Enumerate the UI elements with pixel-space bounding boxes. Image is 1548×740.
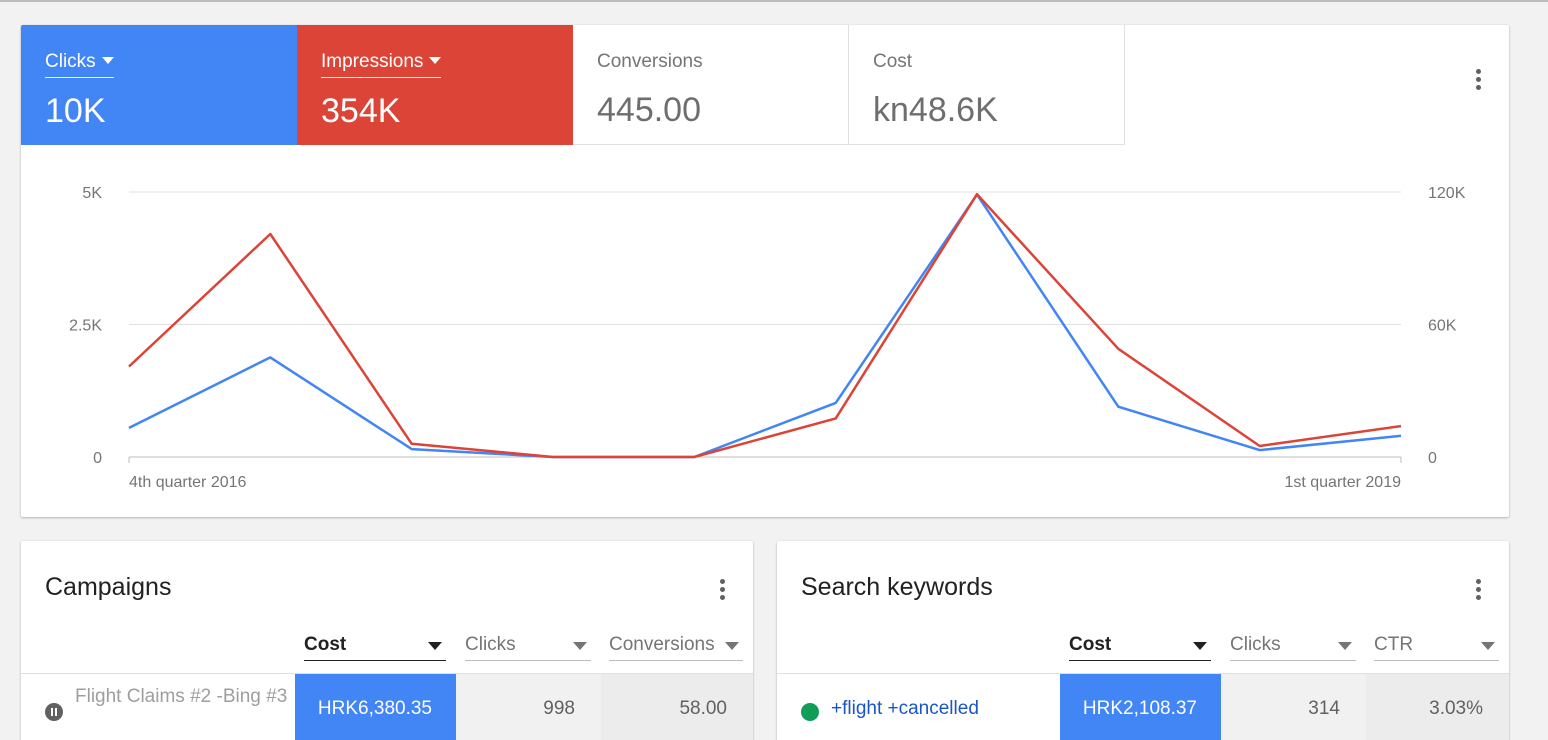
series-line-impressions — [128, 192, 1402, 459]
dropdown-caret-icon — [1481, 642, 1495, 650]
metric-value: 445.00 — [597, 91, 701, 129]
x-tick-label: 1st quarter 2019 — [1284, 474, 1401, 491]
column-header-label: Cost — [1069, 634, 1112, 655]
column-header-label: Conversions — [609, 634, 715, 655]
cost-cell: HRK2,108.37 — [1060, 674, 1221, 740]
y-right-tick-label: 60K — [1428, 318, 1457, 335]
row-divider — [777, 673, 1509, 674]
sort-descending-icon — [428, 642, 442, 650]
y-left-tick-label: 0 — [93, 450, 102, 467]
metric-label: Conversions — [597, 51, 703, 72]
column-header-clicks[interactable]: Clicks — [1230, 634, 1356, 661]
card-title: Search keywords — [801, 573, 993, 601]
dropdown-caret-icon — [1338, 642, 1352, 650]
row-divider — [21, 673, 753, 674]
campaigns-card: Campaigns Cost Clicks Conversions Flight… — [21, 541, 753, 740]
column-header-ctr[interactable]: CTR — [1374, 634, 1499, 661]
conversions-cell: 58.00 — [601, 674, 753, 740]
metric-tile-impressions[interactable]: Impressions 354K — [297, 25, 573, 145]
metric-tile-conversions[interactable]: Conversions 445.00 — [573, 25, 849, 145]
card-title: Campaigns — [45, 573, 172, 601]
dropdown-caret-icon — [101, 57, 114, 64]
dropdown-caret-icon — [725, 642, 739, 650]
paused-status-icon[interactable] — [45, 703, 63, 721]
more-options-icon[interactable] — [1466, 575, 1490, 603]
keyword-link[interactable]: +flight +cancelled — [831, 698, 979, 719]
window-top-border — [0, 0, 1548, 2]
column-header-cost[interactable]: Cost — [304, 634, 446, 661]
more-options-icon[interactable] — [1466, 65, 1490, 93]
y-left-tick-label: 5K — [82, 185, 102, 202]
sort-descending-icon — [1193, 642, 1207, 650]
search-keywords-card: Search keywords Cost Clicks CTR +flight … — [777, 541, 1509, 740]
metric-dropdown-clicks[interactable]: Clicks — [45, 51, 114, 78]
more-options-icon[interactable] — [710, 575, 734, 603]
column-header-label: Clicks — [1230, 634, 1281, 655]
cost-cell: HRK6,380.35 — [295, 674, 456, 740]
series-line-clicks — [128, 193, 1402, 459]
metric-value: 354K — [321, 92, 401, 130]
metric-tile-clicks[interactable]: Clicks 10K — [21, 25, 297, 145]
metric-label: Cost — [873, 51, 913, 72]
column-header-label: Cost — [304, 634, 347, 655]
y-right-tick-label: 120K — [1428, 185, 1466, 202]
campaign-name[interactable]: Flight Claims #2 -Bing #3 — [75, 686, 288, 707]
x-tick-label: 4th quarter 2016 — [129, 474, 247, 491]
column-header-label: CTR — [1374, 634, 1414, 655]
column-header-label: Clicks — [465, 634, 516, 655]
overview-line-chart: 5K 120K 2.5K 60K 0 0 4th quarter 2016 1st quart… — [69, 185, 1466, 491]
enabled-status-icon[interactable] — [801, 703, 819, 721]
ctr-cell: 3.03% — [1366, 674, 1509, 740]
column-header-conversions[interactable]: Conversions — [609, 634, 743, 661]
overview-card: Clicks 10K Impressions 354K Conversions … — [21, 25, 1509, 517]
dropdown-caret-icon — [573, 642, 587, 650]
column-header-clicks[interactable]: Clicks — [465, 634, 591, 661]
y-right-tick-label: 0 — [1428, 450, 1437, 467]
metric-label: Impressions — [321, 51, 424, 72]
metric-dropdown-impressions[interactable]: Impressions — [321, 51, 442, 78]
y-left-tick-label: 2.5K — [69, 318, 102, 335]
column-header-cost[interactable]: Cost — [1069, 634, 1211, 661]
metric-label: Clicks — [45, 51, 96, 72]
metric-tile-cost[interactable]: Cost kn48.6K — [849, 25, 1125, 145]
clicks-cell: 314 — [1221, 674, 1366, 740]
metric-value: 10K — [45, 92, 106, 130]
dropdown-caret-icon — [429, 57, 442, 64]
clicks-cell: 998 — [456, 674, 601, 740]
metric-value: kn48.6K — [873, 91, 998, 129]
